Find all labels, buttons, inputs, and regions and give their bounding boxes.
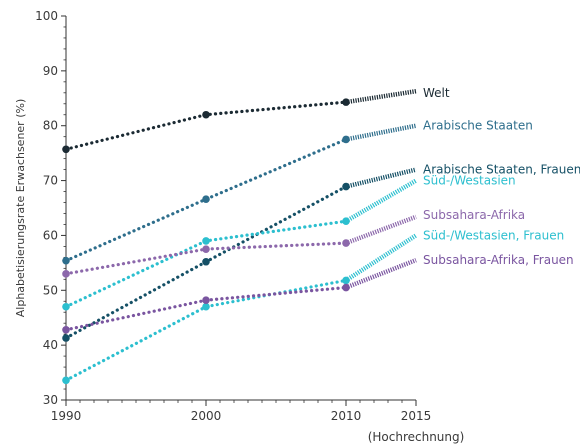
x-tick-label: 2015 xyxy=(401,409,432,423)
data-point xyxy=(202,237,210,245)
data-point xyxy=(62,334,70,342)
data-point xyxy=(342,98,350,106)
data-point xyxy=(202,257,210,266)
x-tick-note: (Hochrechnung) xyxy=(368,430,465,444)
series-line-projection xyxy=(345,167,417,189)
y-tick-label: 60 xyxy=(43,228,58,242)
series-line-projection xyxy=(344,233,418,283)
data-point xyxy=(62,256,70,265)
data-point xyxy=(202,296,210,304)
data-point xyxy=(202,195,210,204)
data-point xyxy=(62,376,70,385)
data-point xyxy=(202,245,210,253)
data-point xyxy=(342,182,350,191)
series-label: Süd-/Westasien xyxy=(423,174,516,188)
y-tick-label: 100 xyxy=(35,9,58,23)
data-point xyxy=(342,283,350,292)
x-tick-label: 2010 xyxy=(331,409,362,423)
series-label: Süd-/Westasien, Frauen xyxy=(423,228,564,242)
series-line-projection xyxy=(344,178,418,224)
series-label: Welt xyxy=(423,86,450,100)
axes: 30 40 50 60 70 80 90 100 1990 2000 2010 2015 (Hochre… xyxy=(14,9,464,444)
y-tick-label: 80 xyxy=(43,119,58,133)
x-tick-label: 1990 xyxy=(51,409,82,423)
series-line-projection xyxy=(345,123,417,142)
series-label: Arabische Staaten, Frauen xyxy=(423,163,580,177)
y-axis-label: Alphabetisierungsrate Erwachsener (%) xyxy=(14,99,27,318)
y-tick-label: 70 xyxy=(43,174,58,188)
data-point xyxy=(342,239,350,247)
y-tick-label: 30 xyxy=(43,393,58,407)
series-line-projection xyxy=(345,214,417,246)
x-tick-label: 2000 xyxy=(191,409,222,423)
data-point xyxy=(62,270,70,278)
data-point xyxy=(342,217,350,225)
series-line-projection xyxy=(345,258,417,290)
data-point xyxy=(62,145,70,154)
series-labels: Welt Arabische Staaten Arabische Staaten, … xyxy=(423,86,580,267)
y-tick-label: 50 xyxy=(43,283,58,297)
series-line-historical xyxy=(64,100,348,151)
series-lines xyxy=(64,88,418,382)
data-point xyxy=(342,135,350,144)
data-point xyxy=(342,276,350,285)
series-label: Subsahara-Afrika xyxy=(423,208,525,222)
series-label: Subsahara-Afrika, Frauen xyxy=(423,253,574,267)
series-line-projection xyxy=(345,88,417,105)
y-tick-label: 90 xyxy=(43,64,58,78)
data-point xyxy=(202,302,210,311)
series-line-historical xyxy=(64,278,348,382)
data-point xyxy=(62,325,70,334)
data-points xyxy=(62,98,350,385)
data-point xyxy=(62,302,70,311)
series-label: Arabische Staaten xyxy=(423,119,533,133)
data-point xyxy=(202,110,210,119)
y-tick-label: 40 xyxy=(43,338,58,352)
